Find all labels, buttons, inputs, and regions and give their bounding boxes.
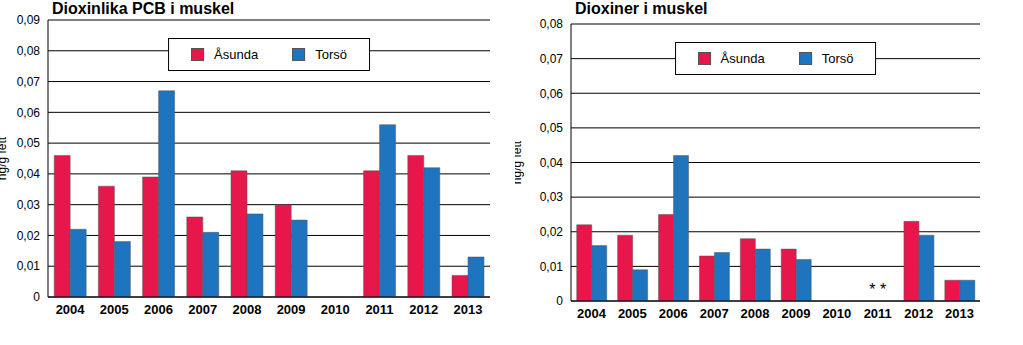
svg-text:2013: 2013 — [453, 302, 482, 317]
svg-text:2011: 2011 — [365, 302, 393, 317]
svg-text:0,06: 0,06 — [540, 87, 564, 101]
svg-text:0,02: 0,02 — [17, 229, 41, 243]
svg-text:0,07: 0,07 — [540, 52, 564, 66]
svg-text:0,05: 0,05 — [17, 136, 41, 150]
svg-text:2005: 2005 — [100, 302, 129, 317]
svg-text:2009: 2009 — [781, 306, 810, 321]
html-text:Dioxiner i muskel: Dioxiner i muskel — [575, 0, 708, 17]
html-text:Åsunda: Åsunda — [214, 47, 259, 62]
svg-text:0,02: 0,02 — [540, 225, 564, 239]
svg-text:2008: 2008 — [741, 306, 770, 321]
svg-text:* *: * * — [869, 281, 886, 298]
svg-text:2012: 2012 — [904, 306, 933, 321]
svg-text:0,03: 0,03 — [540, 190, 564, 204]
svg-text:0,07: 0,07 — [17, 75, 41, 89]
svg-text:2012: 2012 — [409, 302, 438, 317]
svg-text:2004: 2004 — [56, 302, 86, 317]
svg-text:0,01: 0,01 — [17, 259, 41, 273]
svg-text:2009: 2009 — [277, 302, 306, 317]
svg-text:0: 0 — [33, 290, 40, 304]
html-text:Dioxinlika PCB i muskel: Dioxinlika PCB i muskel — [52, 0, 235, 17]
svg-text:2013: 2013 — [945, 306, 974, 321]
svg-text:2010: 2010 — [321, 302, 350, 317]
svg-text:0,08: 0,08 — [540, 17, 564, 31]
svg-text:0,04: 0,04 — [540, 156, 564, 170]
svg-text:ng/g fett: ng/g fett — [515, 140, 524, 184]
html-text:Torsö: Torsö — [821, 51, 854, 66]
svg-text:2006: 2006 — [659, 306, 688, 321]
svg-text:2006: 2006 — [144, 302, 173, 317]
svg-text:0,08: 0,08 — [17, 44, 41, 58]
svg-text:0,05: 0,05 — [540, 121, 564, 135]
svg-text:2007: 2007 — [700, 306, 729, 321]
svg-text:2010: 2010 — [822, 306, 851, 321]
svg-text:2007: 2007 — [188, 302, 217, 317]
svg-text:ng/g fett: ng/g fett — [8, 136, 9, 180]
html-text:Torsö: Torsö — [315, 47, 347, 62]
svg-text:0,06: 0,06 — [17, 106, 41, 120]
html-text:Åsunda: Åsunda — [720, 51, 765, 66]
svg-text:0,01: 0,01 — [540, 260, 564, 274]
svg-text:0: 0 — [556, 294, 563, 308]
svg-text:2004: 2004 — [577, 306, 607, 321]
svg-text:0,03: 0,03 — [17, 198, 41, 212]
svg-text:2011: 2011 — [864, 306, 892, 321]
svg-text:2005: 2005 — [618, 306, 647, 321]
svg-text:0,09: 0,09 — [17, 13, 41, 27]
svg-text:0,04: 0,04 — [17, 167, 41, 181]
svg-text:2008: 2008 — [232, 302, 261, 317]
